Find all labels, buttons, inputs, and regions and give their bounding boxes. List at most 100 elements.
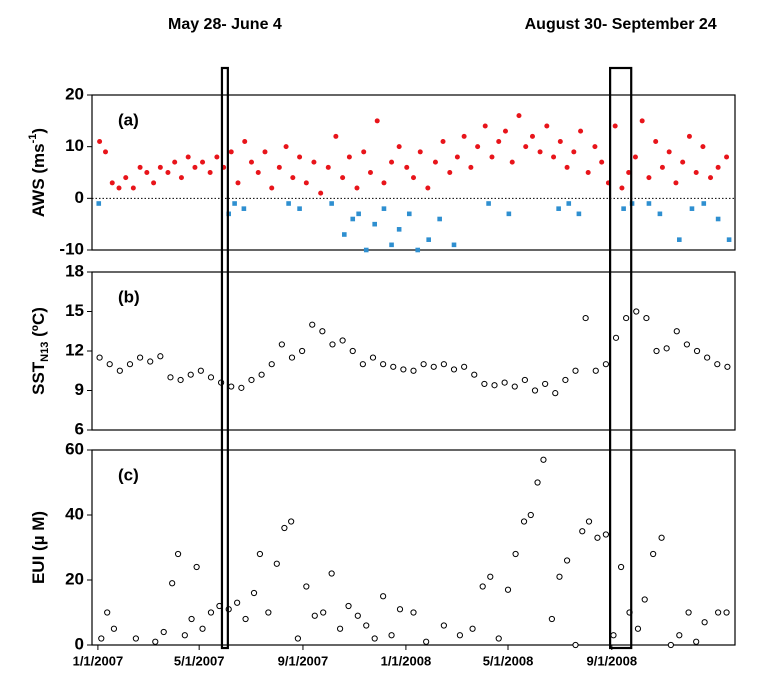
y-tick-label: 20 [65,84,84,103]
data-point [268,361,275,368]
data-point [297,154,303,160]
data-point [152,638,159,645]
y-label-text: SST [29,361,48,395]
data-point [468,164,474,170]
data-point [311,159,317,165]
data-point [367,170,373,175]
data-point [471,371,478,378]
data-point [610,632,617,639]
data-point [582,314,589,322]
data-point [325,164,331,170]
data-point [683,341,691,348]
data-point [556,206,561,211]
data-point [704,354,711,361]
data-point [278,341,285,348]
data-point [309,321,316,328]
data-point [281,524,288,532]
data-point [320,609,327,616]
data-point [701,619,708,626]
y-label-text: AWS (ms [29,143,48,217]
data-point [336,625,344,632]
data-point [248,376,255,384]
data-point [286,201,291,206]
data-point [346,154,352,160]
data-point [585,170,591,175]
y-tick-label: 10 [65,136,84,155]
data-point [369,354,377,361]
y-tick-label: 12 [65,340,84,359]
data-point [527,511,534,519]
data-point [258,371,265,378]
y-tick-label: 0 [75,188,84,207]
data-point [451,242,457,248]
data-point [340,175,346,181]
data-point [572,641,579,649]
data-point [200,159,206,165]
data-point [136,354,144,361]
data-point [520,518,528,525]
y-tick-label: 9 [75,380,84,399]
data-point [571,149,577,155]
y-tick-label: 0 [75,634,84,653]
data-point [673,328,680,335]
data-point [657,211,663,217]
data-point [151,180,157,186]
data-point [250,589,258,597]
data-point [504,586,512,593]
data-point [234,599,241,606]
data-point [374,118,380,124]
data-point [693,638,700,645]
data-point [248,159,254,165]
data-point [475,144,481,150]
data-point [594,534,601,541]
plot-frame [91,94,736,251]
data-point [273,560,280,567]
data-point [354,185,360,191]
data-point [242,615,249,623]
data-point [495,635,502,642]
data-point [417,149,423,155]
data-point [511,383,518,390]
data-point [639,118,645,124]
data-point [232,201,237,206]
data-point [548,615,555,623]
data-point [531,387,539,394]
data-point [619,185,625,191]
data-point [104,609,111,616]
y-axis-label: EUI (µ M) [29,511,48,584]
data-point [410,367,417,374]
data-point [207,170,213,175]
data-point [693,170,699,175]
data-point [516,113,522,119]
data-point [454,154,460,160]
data-point [415,247,421,253]
data-point [356,211,361,217]
data-point [371,635,378,642]
data-point [602,361,609,368]
data-point [400,366,407,373]
y-tick-label: 18 [65,261,84,280]
data-point [481,380,488,388]
data-point [311,612,318,619]
data-point [623,314,630,322]
data-point [345,602,352,610]
data-point [612,334,620,341]
data-point [389,242,394,248]
data-point [406,211,412,217]
data-point [106,361,113,368]
data-point [437,216,442,222]
data-point [349,347,356,355]
data-point [440,361,447,368]
data-point [262,149,268,155]
data-point [663,345,670,352]
x-tick-label: 5/1/2007 [174,653,225,668]
data-point [426,237,431,242]
data-point [486,201,491,206]
data-point [529,133,535,139]
data-point [123,175,129,181]
plot-frame [91,449,736,646]
data-point [425,185,431,191]
data-point [132,635,139,642]
data-point [396,606,404,613]
data-point [363,622,370,629]
